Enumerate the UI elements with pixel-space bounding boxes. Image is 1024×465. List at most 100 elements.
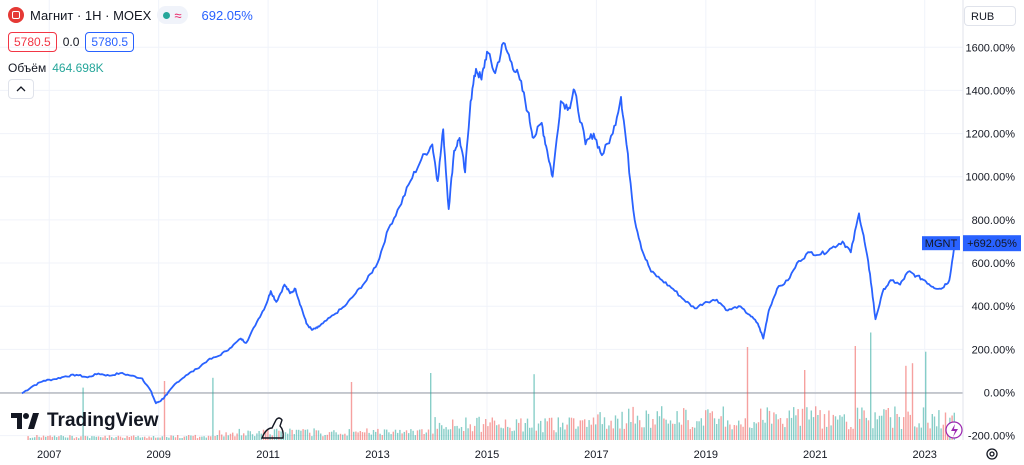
volume-bar <box>698 421 700 440</box>
volume-bar <box>691 427 694 440</box>
volume-bar <box>905 365 907 440</box>
volume-bar <box>337 434 339 440</box>
volume-bar <box>388 432 390 440</box>
volume-bar <box>458 428 460 440</box>
volume-bar <box>179 438 181 440</box>
volume-bar <box>920 427 922 440</box>
volume-bar <box>685 409 687 440</box>
volume-bar <box>381 435 383 440</box>
volume-bar <box>150 437 152 440</box>
volume-bar <box>564 429 566 440</box>
volume-bar <box>520 418 522 440</box>
volume-bar <box>357 432 359 440</box>
volume-bar <box>645 410 647 440</box>
volume-bar <box>557 417 559 440</box>
volume-bar <box>269 434 271 440</box>
volume-bar <box>207 435 210 440</box>
volume-bar <box>786 418 788 440</box>
currency-selector[interactable]: RUB <box>964 6 1016 26</box>
volume-bar <box>342 434 344 440</box>
volume-bar <box>240 435 243 440</box>
volume-bar <box>45 436 47 440</box>
volume-bar <box>487 426 489 440</box>
volume-bar <box>225 432 227 440</box>
volume-bar <box>702 425 705 440</box>
volume-bar <box>361 432 364 440</box>
volume-bar <box>126 435 128 440</box>
x-tick-label: 2023 <box>912 449 936 461</box>
volume-bar <box>581 420 584 440</box>
volume-bar <box>346 435 348 440</box>
x-tick-label: 2009 <box>146 449 170 461</box>
volume-bar <box>313 428 315 440</box>
volume-bar <box>449 429 452 440</box>
sell-price-button[interactable]: 5780.5 <box>8 32 57 52</box>
symbol-title[interactable]: Магнит · 1H · MOEX <box>30 7 152 23</box>
volume-bar <box>806 407 808 440</box>
volume-bar <box>680 424 683 440</box>
volume-bar <box>267 429 269 440</box>
volume-bar <box>529 427 531 440</box>
settings-gear-icon[interactable] <box>984 446 1000 462</box>
volume-bar <box>386 429 388 440</box>
last-value-marker: MGNT +692.05% <box>922 235 1021 252</box>
volume-bar <box>91 436 93 440</box>
volume-bar <box>467 428 469 440</box>
volume-bar <box>293 434 295 440</box>
volume-bar <box>104 435 106 440</box>
volume-bar <box>291 429 293 440</box>
volume-bar <box>29 438 31 440</box>
y-tick-label: 800.00% <box>972 215 1016 227</box>
volume-bar <box>234 436 236 440</box>
volume-bar <box>784 427 786 440</box>
replay-icon[interactable] <box>945 421 963 439</box>
x-tick-label: 2017 <box>584 449 608 461</box>
volume-bar <box>546 421 548 440</box>
volume-bar <box>78 438 80 440</box>
volume-bar <box>852 428 854 440</box>
last-value-badge <box>963 235 1021 252</box>
watermark-dino-icon <box>260 417 284 439</box>
x-axis[interactable]: 2007 2009 2011 2013 2015 2017 2019 2021 2023 <box>37 449 937 461</box>
volume-bar <box>214 436 216 440</box>
collapse-legend-button[interactable] <box>8 79 34 99</box>
volume-bar <box>821 428 823 440</box>
volume-bar <box>647 413 650 440</box>
volume-bar <box>810 410 812 440</box>
symbol-header: Магнит · 1H · MOEX ≈ 692.05% <box>8 6 253 24</box>
volume-bar <box>436 428 438 440</box>
volume-bar <box>617 418 619 440</box>
volume-label: Объём <box>8 61 47 75</box>
y-axis[interactable]: 1600.00% 1400.00% 1200.00% 1000.00% 800.00% 6… <box>965 42 1015 442</box>
volume-bar <box>731 429 733 440</box>
volume-bar <box>674 423 676 440</box>
buy-price-button[interactable]: 5780.5 <box>85 32 135 52</box>
volume-bar <box>612 428 614 440</box>
volume-bar <box>819 410 821 440</box>
volume-bar <box>172 435 174 440</box>
volume-bar <box>522 431 524 440</box>
volume-bar <box>416 430 419 440</box>
volume-bar <box>795 415 797 440</box>
volume-bar <box>130 436 133 440</box>
volume-bar <box>185 436 188 440</box>
volume-bar <box>320 433 322 440</box>
market-status-badge[interactable]: ≈ <box>157 6 188 24</box>
volume-bar <box>518 422 520 440</box>
y-tick-label: 1000.00% <box>965 172 1015 184</box>
volume-bar <box>372 430 375 440</box>
volume-bar <box>942 424 944 440</box>
volume-bar <box>828 410 830 440</box>
volume-bar <box>533 374 535 440</box>
volume-bar <box>656 411 658 440</box>
volume-bar <box>280 431 282 440</box>
volume-bar <box>315 430 317 440</box>
volume-bar <box>190 435 192 440</box>
tradingview-logo[interactable]: TradingView <box>11 410 159 432</box>
volume-bar <box>370 434 372 440</box>
volume-bar <box>898 416 900 440</box>
volume-bar <box>155 437 157 440</box>
volume-bar <box>168 437 170 440</box>
volume-bar <box>845 421 848 440</box>
